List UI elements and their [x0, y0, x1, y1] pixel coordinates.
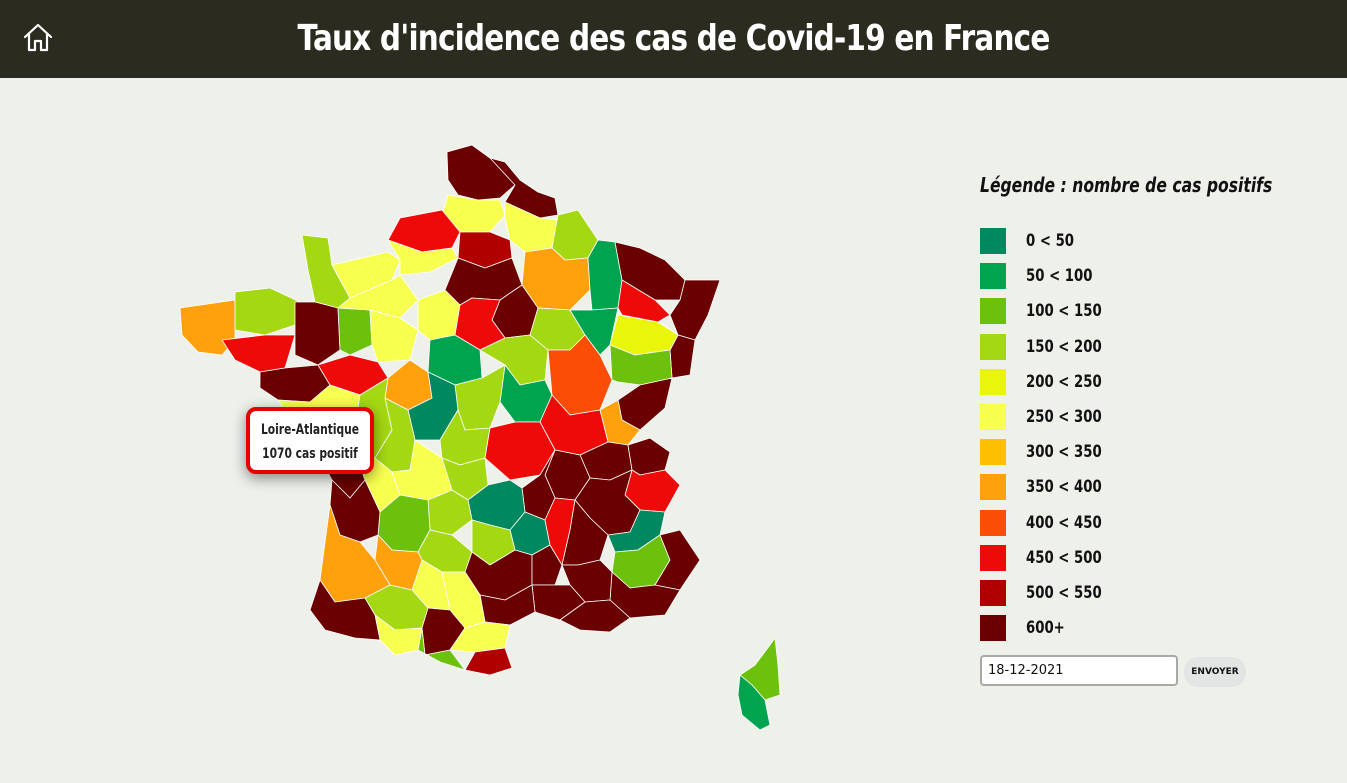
legend-label: 350 < 400 [1026, 477, 1102, 498]
dept-bouches-rhone[interactable] [559, 599, 631, 633]
legend-swatch [980, 263, 1006, 290]
legend-item: 50 < 100 [980, 263, 1280, 298]
legend-label: 200 < 250 [1026, 371, 1102, 392]
dept-pas-de-calais[interactable] [446, 144, 516, 201]
page-title: Taux d'incidence des cas de Covid-19 en … [297, 18, 1050, 59]
legend-item: 100 < 150 [980, 298, 1280, 333]
legend-swatch [980, 544, 1006, 571]
legend-label: 600+ [1026, 618, 1065, 639]
dept-cotes-armor[interactable] [234, 287, 301, 336]
legend-label: 100 < 150 [1026, 301, 1102, 322]
legend-swatch [980, 509, 1006, 536]
date-input[interactable] [980, 655, 1178, 686]
legend-label: 500 < 550 [1026, 582, 1102, 603]
legend-label: 0 < 50 [1026, 231, 1075, 251]
home-button[interactable] [20, 20, 56, 56]
legend-item: 200 < 250 [980, 368, 1280, 404]
legend-title: Légende : nombre de cas positifs [980, 173, 1273, 197]
legend-label: 50 < 100 [1026, 266, 1093, 287]
map-tooltip: Loire-Atlantique 1070 cas positif [246, 407, 374, 474]
submit-button[interactable]: ENVOYER [1184, 657, 1246, 687]
dept-indre-loire[interactable] [407, 371, 459, 441]
legend-swatch [980, 579, 1006, 606]
legend-item: 250 < 300 [980, 403, 1280, 439]
legend-label: 300 < 350 [1026, 442, 1102, 463]
dept-haute-savoie[interactable] [627, 437, 671, 476]
dept-eure[interactable] [387, 239, 459, 276]
legend-item: 500 < 550 [980, 579, 1280, 615]
dept-corse-du-sud[interactable] [737, 674, 771, 731]
france-map[interactable] [160, 140, 800, 740]
legend-label: 450 < 500 [1026, 547, 1102, 568]
dept-ille-vilaine[interactable] [294, 301, 341, 366]
france-map-svg[interactable] [160, 140, 800, 740]
legend-item: 300 < 350 [980, 439, 1280, 474]
dept-pyrenees-atlantiques[interactable] [309, 579, 381, 641]
dept-orne[interactable] [337, 274, 419, 319]
dept-sarthe[interactable] [369, 309, 419, 363]
legend-swatch [980, 298, 1006, 325]
header-bar: Taux d'incidence des cas de Covid-19 en … [0, 0, 1347, 78]
legend-swatch [980, 368, 1006, 395]
dept-lozere[interactable] [531, 544, 563, 586]
legend-item: 450 < 500 [980, 544, 1280, 580]
dept-pyrenees-orientales[interactable] [464, 647, 513, 676]
legend-swatch [980, 333, 1006, 360]
legend-item: 400 < 450 [980, 509, 1280, 545]
legend-item: 350 < 400 [980, 474, 1280, 509]
legend-item: 150 < 200 [980, 333, 1280, 369]
legend-label: 150 < 200 [1026, 336, 1102, 357]
legend-swatch [980, 474, 1006, 501]
legend-list: 0 < 50 50 < 100 100 < 150 150 < 200 200 … [980, 228, 1280, 650]
legend-swatch [980, 615, 1006, 642]
tooltip-department: Loire-Atlantique [260, 422, 360, 438]
legend-swatch [980, 403, 1006, 430]
legend: Légende : nombre de cas positifs 0 < 50 … [980, 170, 1280, 650]
tooltip-value: 1070 cas positif [262, 446, 358, 462]
legend-label: 400 < 450 [1026, 512, 1102, 533]
dept-morbihan[interactable] [221, 334, 296, 373]
legend-item: 0 < 50 [980, 228, 1280, 263]
dept-mayenne[interactable] [337, 307, 373, 356]
legend-item: 600+ [980, 615, 1280, 650]
legend-swatch [980, 228, 1006, 254]
legend-label: 250 < 300 [1026, 406, 1102, 427]
dept-calvados[interactable] [331, 251, 401, 299]
legend-swatch [980, 439, 1006, 466]
home-icon [23, 23, 53, 52]
